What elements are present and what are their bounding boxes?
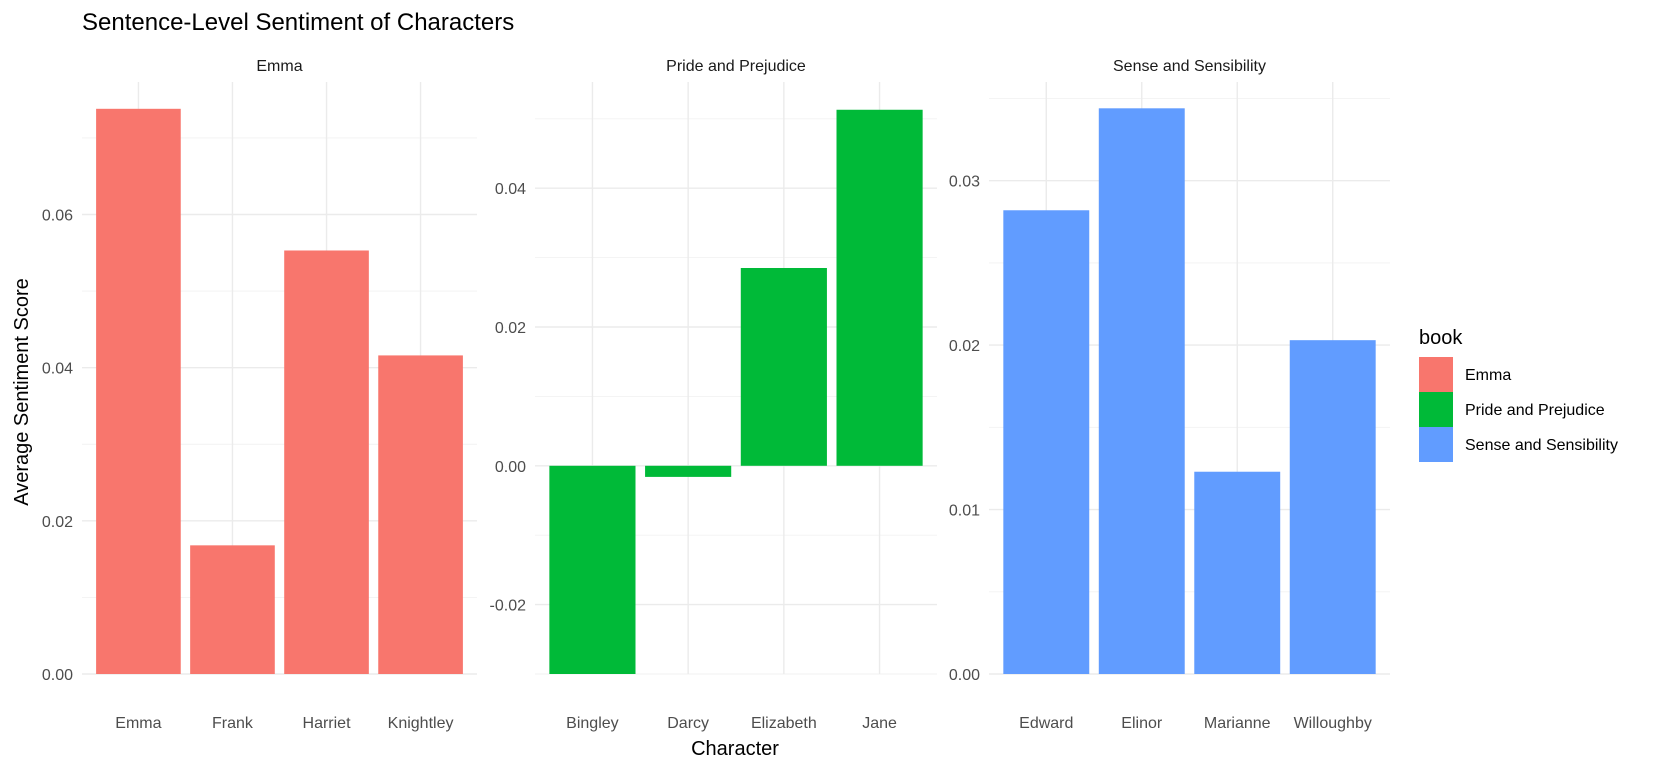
x-tick-label: Emma [115, 715, 161, 732]
facet-panels: 0.00 0.02 0.04 0.06 Emma Frank Harriet Knightle… [42, 58, 1390, 732]
legend-title: book [1419, 327, 1463, 349]
legend-label: Sense and Sensibility [1465, 437, 1618, 454]
bar-elinor [1098, 108, 1185, 675]
x-tick-label: Elizabeth [751, 715, 817, 732]
legend-key [1419, 357, 1453, 392]
chart-title: Sentence-Level Sentiment of Characters [82, 9, 514, 36]
bar-frank [190, 545, 275, 674]
panel-3: 0.00 0.01 0.02 0.03 Edward Elinor Marianne Will… [949, 58, 1390, 732]
y-tick-label: 0.00 [42, 667, 73, 684]
facet-strip-label: Sense and Sensibility [1113, 58, 1266, 75]
bar-emma [96, 108, 181, 674]
bar-elizabeth [740, 267, 827, 466]
bar-edward [1003, 210, 1090, 674]
bar-jane [836, 109, 923, 466]
bar-harriet [284, 250, 369, 674]
y-axis-title: Average Sentiment Score [11, 278, 33, 506]
facet-strip-label: Pride and Prejudice [666, 58, 806, 75]
x-tick-label: Marianne [1204, 715, 1271, 732]
y-tick-label: 0.00 [495, 459, 526, 476]
legend-label: Pride and Prejudice [1465, 402, 1605, 419]
y-tick-label: 0.01 [949, 503, 980, 520]
y-tick-label: 0.04 [495, 181, 526, 198]
y-tick-label: 0.00 [949, 667, 980, 684]
y-tick-label: 0.02 [949, 338, 980, 355]
x-tick-label: Willoughby [1294, 715, 1372, 732]
panel-2: -0.02 0.00 0.02 0.04 Bingley Darcy Elizabeth Ja… [490, 58, 937, 732]
legend-key [1419, 427, 1453, 462]
x-tick-label: Harriet [303, 715, 352, 732]
x-tick-label: Elinor [1121, 715, 1163, 732]
x-tick-label: Bingley [566, 715, 618, 732]
y-tick-label: 0.03 [949, 174, 980, 191]
legend-label: Emma [1465, 367, 1511, 384]
y-tick-label: -0.02 [490, 598, 527, 615]
x-tick-label: Frank [212, 715, 254, 732]
x-tick-label: Edward [1019, 715, 1073, 732]
legend-key [1419, 392, 1453, 427]
y-tick-label: 0.06 [42, 207, 73, 224]
bar-willoughby [1289, 340, 1376, 674]
x-tick-label: Jane [862, 715, 897, 732]
bar-darcy [645, 465, 732, 477]
panel-1: 0.00 0.02 0.04 0.06 Emma Frank Harriet Knightle… [42, 58, 477, 732]
bar-knightley [378, 355, 463, 674]
x-axis-title: Character [691, 738, 779, 760]
y-tick-label: 0.02 [495, 320, 526, 337]
bar-bingley [549, 465, 636, 674]
legend: book Emma Pride and Prejudice Sense and Se… [1419, 327, 1618, 462]
y-tick-label: 0.04 [42, 361, 73, 378]
facet-strip-label: Emma [256, 58, 302, 75]
bar-marianne [1194, 471, 1281, 674]
x-tick-label: Knightley [388, 715, 454, 732]
y-tick-label: 0.02 [42, 514, 73, 531]
x-tick-label: Darcy [667, 715, 709, 732]
